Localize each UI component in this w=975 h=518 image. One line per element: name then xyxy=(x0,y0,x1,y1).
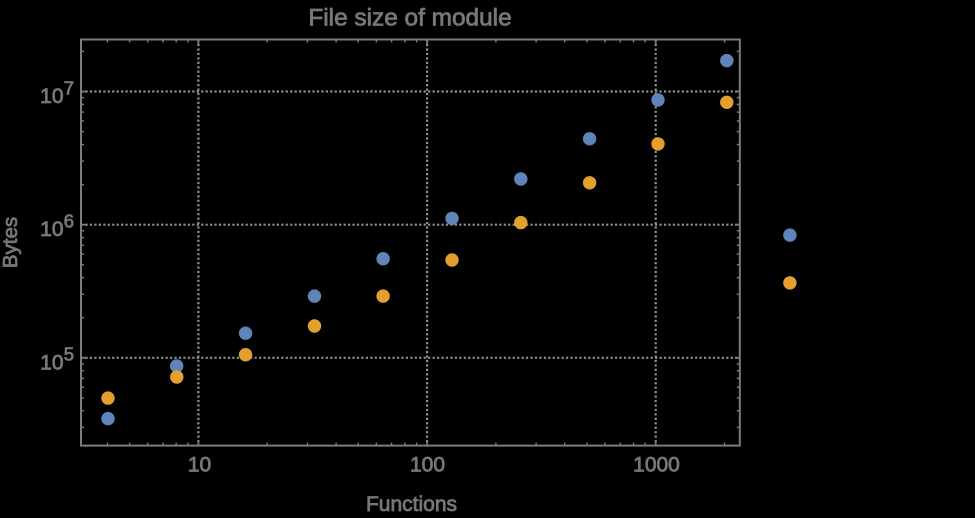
svg-text:100: 100 xyxy=(410,454,445,477)
svg-text:1000: 1000 xyxy=(633,454,680,477)
svg-text:Functions: Functions xyxy=(366,493,457,513)
svg-text:Bytes: Bytes xyxy=(0,217,22,268)
svg-text:7: 7 xyxy=(64,77,74,98)
svg-text:10: 10 xyxy=(188,454,211,477)
svg-text:6: 6 xyxy=(64,211,74,232)
svg-text:5: 5 xyxy=(64,344,74,365)
svg-text:10: 10 xyxy=(40,85,63,108)
svg-text:10: 10 xyxy=(40,351,63,374)
svg-text:10: 10 xyxy=(40,218,63,241)
svg-text:File size of module: File size of module xyxy=(308,5,511,32)
